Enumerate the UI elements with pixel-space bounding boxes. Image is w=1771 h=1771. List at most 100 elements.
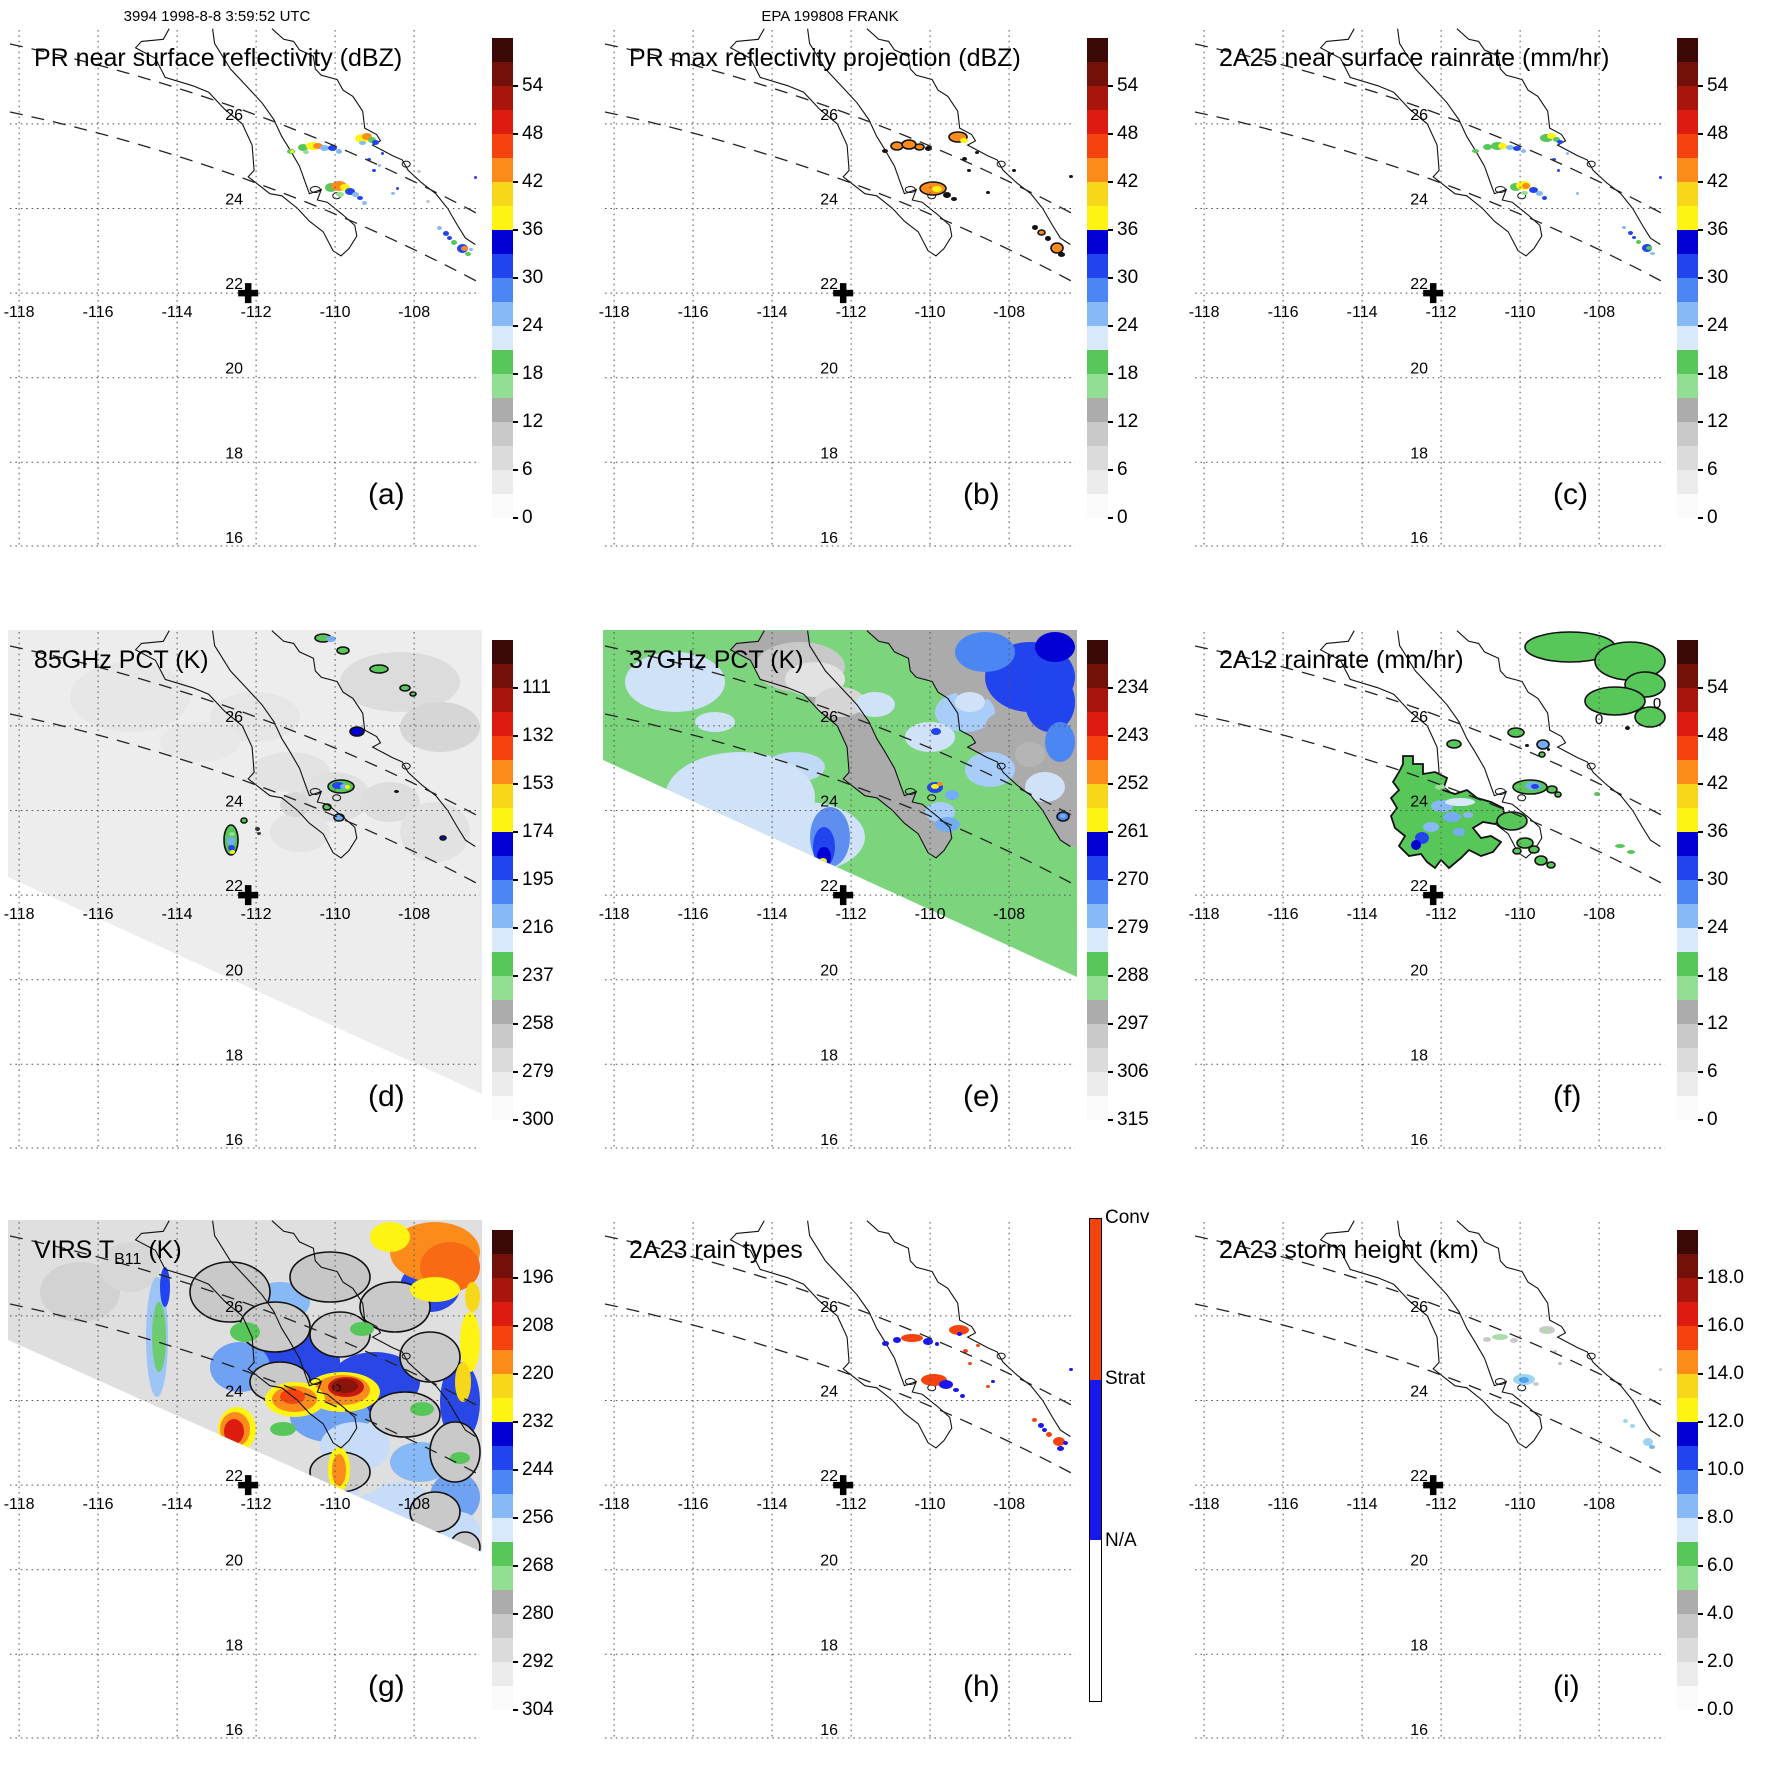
lat-label: 18 bbox=[225, 1047, 243, 1064]
colorbar-tick-mark bbox=[1698, 1119, 1703, 1121]
colorbar-cell bbox=[1677, 1000, 1698, 1024]
colorbar-cell bbox=[1677, 302, 1698, 326]
colorbar-cell bbox=[492, 784, 513, 808]
colorbar-tick-mark bbox=[1698, 1661, 1703, 1663]
data-blob bbox=[785, 662, 845, 697]
lon-label: -118 bbox=[1189, 906, 1220, 923]
lon-label: -108 bbox=[398, 304, 430, 321]
data-blob bbox=[951, 197, 957, 201]
data-blob bbox=[1513, 146, 1521, 151]
colorbar-cell bbox=[1677, 688, 1698, 712]
data-blob bbox=[1512, 847, 1522, 855]
colorbar-cell bbox=[1087, 374, 1108, 398]
data-blob bbox=[394, 790, 399, 793]
coastline-mainland bbox=[271, 630, 476, 847]
colorbar-cell bbox=[1677, 784, 1698, 808]
colorbar-cell bbox=[1087, 206, 1108, 230]
colorbar-tick-label: 6 bbox=[1707, 459, 1718, 480]
colorbar-cell bbox=[1677, 1350, 1698, 1374]
colorbar-cell bbox=[1677, 1072, 1698, 1096]
colorbar-cell bbox=[1677, 1048, 1698, 1072]
data-blob bbox=[270, 812, 330, 852]
data-blob bbox=[1536, 739, 1550, 750]
colorbar-cell bbox=[492, 928, 513, 952]
colorbar-tick-mark bbox=[513, 1325, 518, 1327]
colorbar-tick-label: 0 bbox=[1117, 507, 1128, 528]
lat-label: 16 bbox=[820, 530, 838, 547]
colorbar-cell bbox=[492, 1254, 513, 1278]
raintype-segment bbox=[1090, 1219, 1101, 1380]
lat-label: 16 bbox=[225, 530, 243, 547]
colorbar-cell bbox=[1677, 1374, 1698, 1398]
colorbar-tick-mark bbox=[1698, 421, 1703, 423]
colorbar-tick-mark bbox=[513, 831, 518, 833]
data-blob bbox=[1542, 196, 1547, 200]
colorbar-cell bbox=[1087, 688, 1108, 712]
lat-label: 26 bbox=[1410, 1299, 1428, 1316]
colorbar-cell bbox=[492, 422, 513, 446]
lat-label: 24 bbox=[820, 192, 838, 209]
lon-label: -116 bbox=[83, 906, 114, 923]
data-blob bbox=[963, 1349, 968, 1353]
colorbar-tick-label: 24 bbox=[522, 315, 544, 336]
colorbar-cell bbox=[492, 1518, 513, 1542]
lat-label: 22 bbox=[1410, 276, 1428, 293]
colorbar-tick-label: 14.0 bbox=[1707, 1363, 1744, 1384]
island-outline bbox=[401, 762, 411, 770]
lon-label: -108 bbox=[993, 304, 1025, 321]
colorbar-cell bbox=[492, 1542, 513, 1566]
panel-i: 26 24 22 20 18 16 -118 -116 -114 -112 -110 -108 2A23… bbox=[1189, 1220, 1744, 1739]
colorbar-cell bbox=[492, 976, 513, 1000]
data-blob bbox=[935, 817, 960, 832]
lon-label: -110 bbox=[320, 906, 351, 923]
panel-letter-i: (i) bbox=[1553, 1670, 1580, 1703]
colorbar-cell bbox=[1677, 206, 1698, 230]
panel-title-h: 2A23 rain types bbox=[629, 1236, 803, 1265]
colorbar-tick-label: 48 bbox=[1707, 725, 1729, 746]
colorbar-tick-label: 279 bbox=[1117, 917, 1149, 938]
data-blob bbox=[937, 782, 943, 786]
data-blob bbox=[400, 702, 480, 752]
colorbar-tick-label: 279 bbox=[522, 1061, 554, 1082]
lon-label: -114 bbox=[162, 1496, 193, 1513]
lon-label: -116 bbox=[83, 1496, 114, 1513]
colorbar-cell bbox=[1677, 1278, 1698, 1302]
lon-label: -116 bbox=[83, 304, 114, 321]
colorbar-cell bbox=[1087, 158, 1108, 182]
colorbar-cell bbox=[492, 880, 513, 904]
map-a: 26 24 22 20 18 16 -118 -116 -114 -112 -110 -108 bbox=[4, 28, 481, 547]
colorbar-cell bbox=[492, 278, 513, 302]
panel-d: 26 24 22 20 18 16 -118 -116 -114 -112 -110 -108 85GH… bbox=[4, 630, 554, 1149]
coastline-mainland bbox=[866, 28, 1071, 245]
coastline-mainland bbox=[1456, 630, 1661, 847]
colorbar-tick-mark bbox=[513, 1071, 518, 1073]
lat-label: 26 bbox=[225, 1299, 243, 1316]
colorbar-cell bbox=[1677, 1590, 1698, 1614]
data-blob bbox=[1521, 149, 1526, 153]
colorbar-cell bbox=[1087, 1048, 1108, 1072]
panel-letter-d: (d) bbox=[368, 1080, 405, 1113]
data-blob bbox=[1627, 850, 1635, 854]
data-blob bbox=[270, 1422, 296, 1436]
colorbar-tick-mark bbox=[513, 975, 518, 977]
lon-label: -110 bbox=[1505, 1496, 1536, 1513]
colorbar-tick-label: 16.0 bbox=[1707, 1315, 1744, 1336]
colorbar-cell bbox=[1677, 182, 1698, 206]
data-blob bbox=[1554, 791, 1562, 798]
data-blob bbox=[931, 728, 941, 735]
data-blob bbox=[437, 226, 442, 230]
colorbar-tick-mark bbox=[1698, 373, 1703, 375]
data-blob bbox=[400, 802, 470, 862]
colorbar-cell bbox=[492, 1566, 513, 1590]
lon-label: -108 bbox=[1583, 906, 1615, 923]
data-blob bbox=[372, 140, 379, 145]
data-blob bbox=[332, 1379, 358, 1393]
colorbar-tick-mark bbox=[513, 85, 518, 87]
colorbar-tick-label: 304 bbox=[522, 1699, 554, 1720]
colorbar-cell bbox=[1677, 494, 1698, 518]
lat-label: 20 bbox=[1410, 1553, 1428, 1570]
lon-label: -110 bbox=[320, 304, 351, 321]
data-blob bbox=[228, 845, 235, 851]
colorbar-tick-label: 280 bbox=[522, 1603, 554, 1624]
panel-title-f: 2A12 rainrate (mm/hr) bbox=[1219, 646, 1464, 675]
